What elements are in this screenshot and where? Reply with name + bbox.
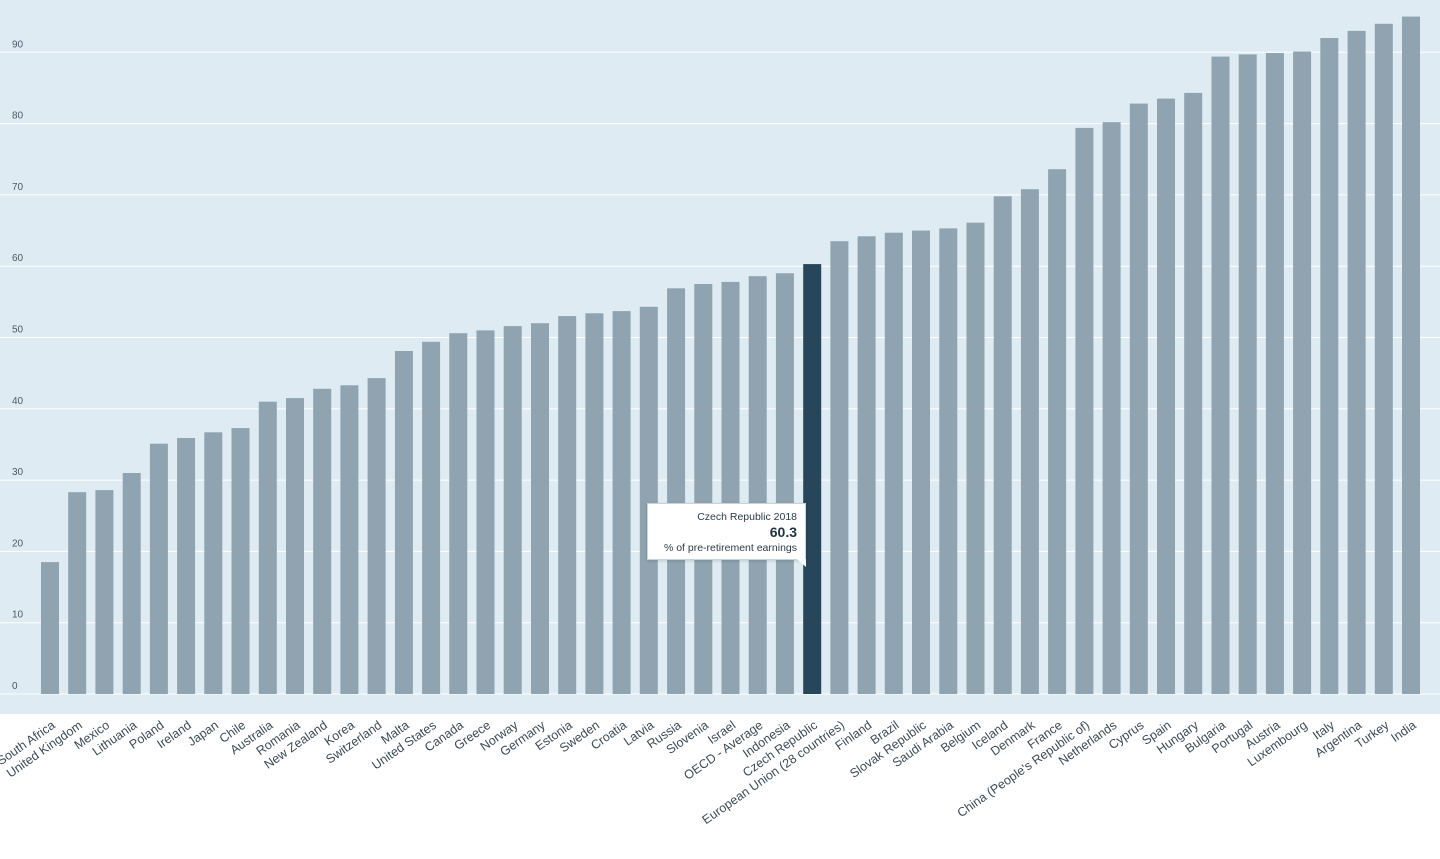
bar[interactable] xyxy=(149,443,168,694)
y-tick-label: 40 xyxy=(12,396,24,407)
y-tick-label: 70 xyxy=(12,182,24,193)
bar[interactable] xyxy=(1184,92,1203,694)
y-tick-label: 60 xyxy=(12,253,24,264)
bar[interactable] xyxy=(1211,56,1230,695)
tooltip-unit: % of pre-retirement earnings xyxy=(663,542,797,554)
bar[interactable] xyxy=(449,333,468,694)
bar[interactable] xyxy=(531,323,549,694)
bar[interactable] xyxy=(177,438,196,694)
y-tick-label: 20 xyxy=(12,538,24,549)
bar[interactable] xyxy=(68,492,87,694)
bar[interactable] xyxy=(857,236,876,695)
bar[interactable] xyxy=(122,473,141,694)
bar[interactable] xyxy=(367,378,386,694)
bar[interactable] xyxy=(694,284,713,694)
bar[interactable] xyxy=(340,385,359,694)
bar[interactable] xyxy=(476,330,495,694)
bar[interactable] xyxy=(41,562,59,694)
bar[interactable] xyxy=(313,388,332,694)
y-axis-ticks: 0 10 20 30 40 50 60 70 80 90 xyxy=(12,39,24,692)
bars xyxy=(41,16,1420,695)
tooltip: Czech Republic 2018 60.3 % of pre-retire… xyxy=(647,503,806,567)
bar[interactable] xyxy=(1347,30,1366,694)
bar[interactable] xyxy=(585,313,604,694)
bar-highlighted[interactable] xyxy=(803,264,822,694)
bar[interactable] xyxy=(775,273,794,694)
bar[interactable] xyxy=(95,490,114,694)
y-tick-label: 0 xyxy=(12,681,18,692)
bar[interactable] xyxy=(966,222,985,694)
bar[interactable] xyxy=(1293,51,1312,695)
bar[interactable] xyxy=(1265,53,1284,694)
bar[interactable] xyxy=(394,351,413,694)
bar[interactable] xyxy=(204,432,223,694)
bar[interactable] xyxy=(721,281,740,694)
bar[interactable] xyxy=(1048,169,1067,694)
y-tick-label: 30 xyxy=(12,467,24,478)
tooltip-value: 60.3 xyxy=(769,524,797,540)
bar[interactable] xyxy=(558,316,577,694)
bar[interactable] xyxy=(639,306,658,694)
bar[interactable] xyxy=(667,288,686,694)
bar[interactable] xyxy=(286,398,304,694)
bar[interactable] xyxy=(503,326,522,694)
bar[interactable] xyxy=(612,311,631,694)
x-category-label: Japan xyxy=(185,718,221,749)
y-tick-label: 80 xyxy=(12,111,24,122)
tooltip-title: Czech Republic 2018 xyxy=(697,511,797,523)
bar[interactable] xyxy=(884,232,903,694)
bar[interactable] xyxy=(939,228,958,694)
bar[interactable] xyxy=(830,241,849,694)
bar[interactable] xyxy=(1374,23,1393,695)
y-tick-label: 10 xyxy=(12,610,24,621)
bar[interactable] xyxy=(1075,127,1094,694)
bar[interactable] xyxy=(1020,189,1039,694)
bar[interactable] xyxy=(231,428,250,694)
bar[interactable] xyxy=(993,196,1012,695)
bar[interactable] xyxy=(1402,16,1420,695)
tooltip-pointer xyxy=(797,559,806,567)
bar[interactable] xyxy=(1129,103,1148,695)
bar[interactable] xyxy=(1102,122,1121,694)
bar[interactable] xyxy=(1157,98,1175,695)
bar[interactable] xyxy=(748,276,767,694)
bar[interactable] xyxy=(1238,54,1257,694)
bar[interactable] xyxy=(1320,38,1339,694)
bar[interactable] xyxy=(912,230,930,694)
bar[interactable] xyxy=(258,401,277,694)
y-tick-label: 90 xyxy=(12,39,24,50)
x-category-label: India xyxy=(1388,718,1418,745)
y-tick-label: 50 xyxy=(12,325,24,336)
bar[interactable] xyxy=(422,341,441,694)
